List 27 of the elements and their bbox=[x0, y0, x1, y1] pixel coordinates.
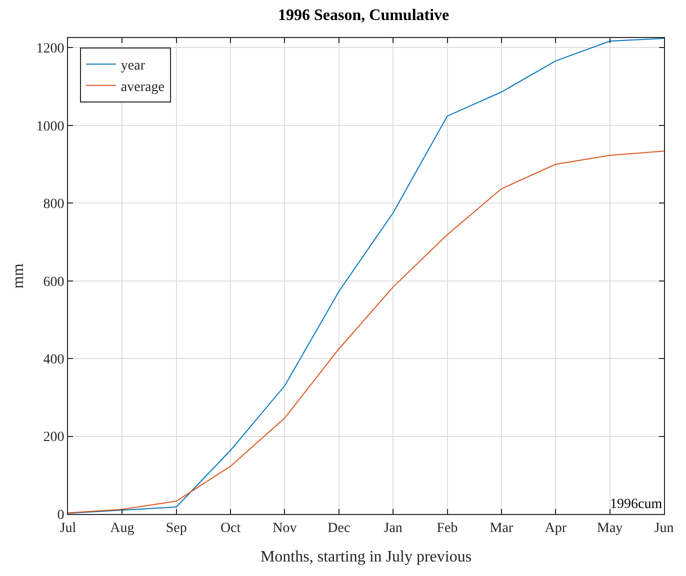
y-axis-title: mm bbox=[10, 263, 28, 288]
x-tick-label: Sep bbox=[166, 520, 187, 536]
y-tick-label: 600 bbox=[43, 274, 64, 290]
x-tick-label: Jul bbox=[60, 520, 76, 536]
x-tick-label: Jan bbox=[384, 520, 402, 536]
legend-label: average bbox=[120, 80, 164, 95]
y-tick-label: 400 bbox=[43, 352, 64, 368]
x-tick-label: Jun bbox=[654, 520, 674, 536]
chart-title: 1996 Season, Cumulative bbox=[278, 6, 450, 24]
x-tick-label: Dec bbox=[328, 520, 350, 536]
y-tick-label: 1000 bbox=[36, 119, 64, 134]
y-tick-label: 1200 bbox=[36, 42, 64, 57]
line-series bbox=[68, 38, 664, 514]
line-series bbox=[68, 150, 664, 514]
y-tick-label: 0 bbox=[57, 508, 64, 523]
annotation: 1996cum bbox=[610, 497, 662, 512]
x-tick-label: May bbox=[596, 520, 623, 536]
y-tick-label: 200 bbox=[43, 430, 64, 446]
x-tick-label: Nov bbox=[272, 520, 297, 536]
x-tick-label: Feb bbox=[436, 520, 458, 536]
x-tick-label: Mar bbox=[490, 520, 514, 536]
x-tick-label: Aug bbox=[110, 520, 134, 536]
legend-label: year bbox=[120, 58, 146, 74]
x-tick-label: Oct bbox=[220, 520, 241, 536]
y-tick-label: 800 bbox=[43, 197, 64, 212]
x-axis-title: Months, starting in July previous bbox=[260, 548, 472, 566]
x-tick-label: Apr bbox=[544, 520, 567, 536]
